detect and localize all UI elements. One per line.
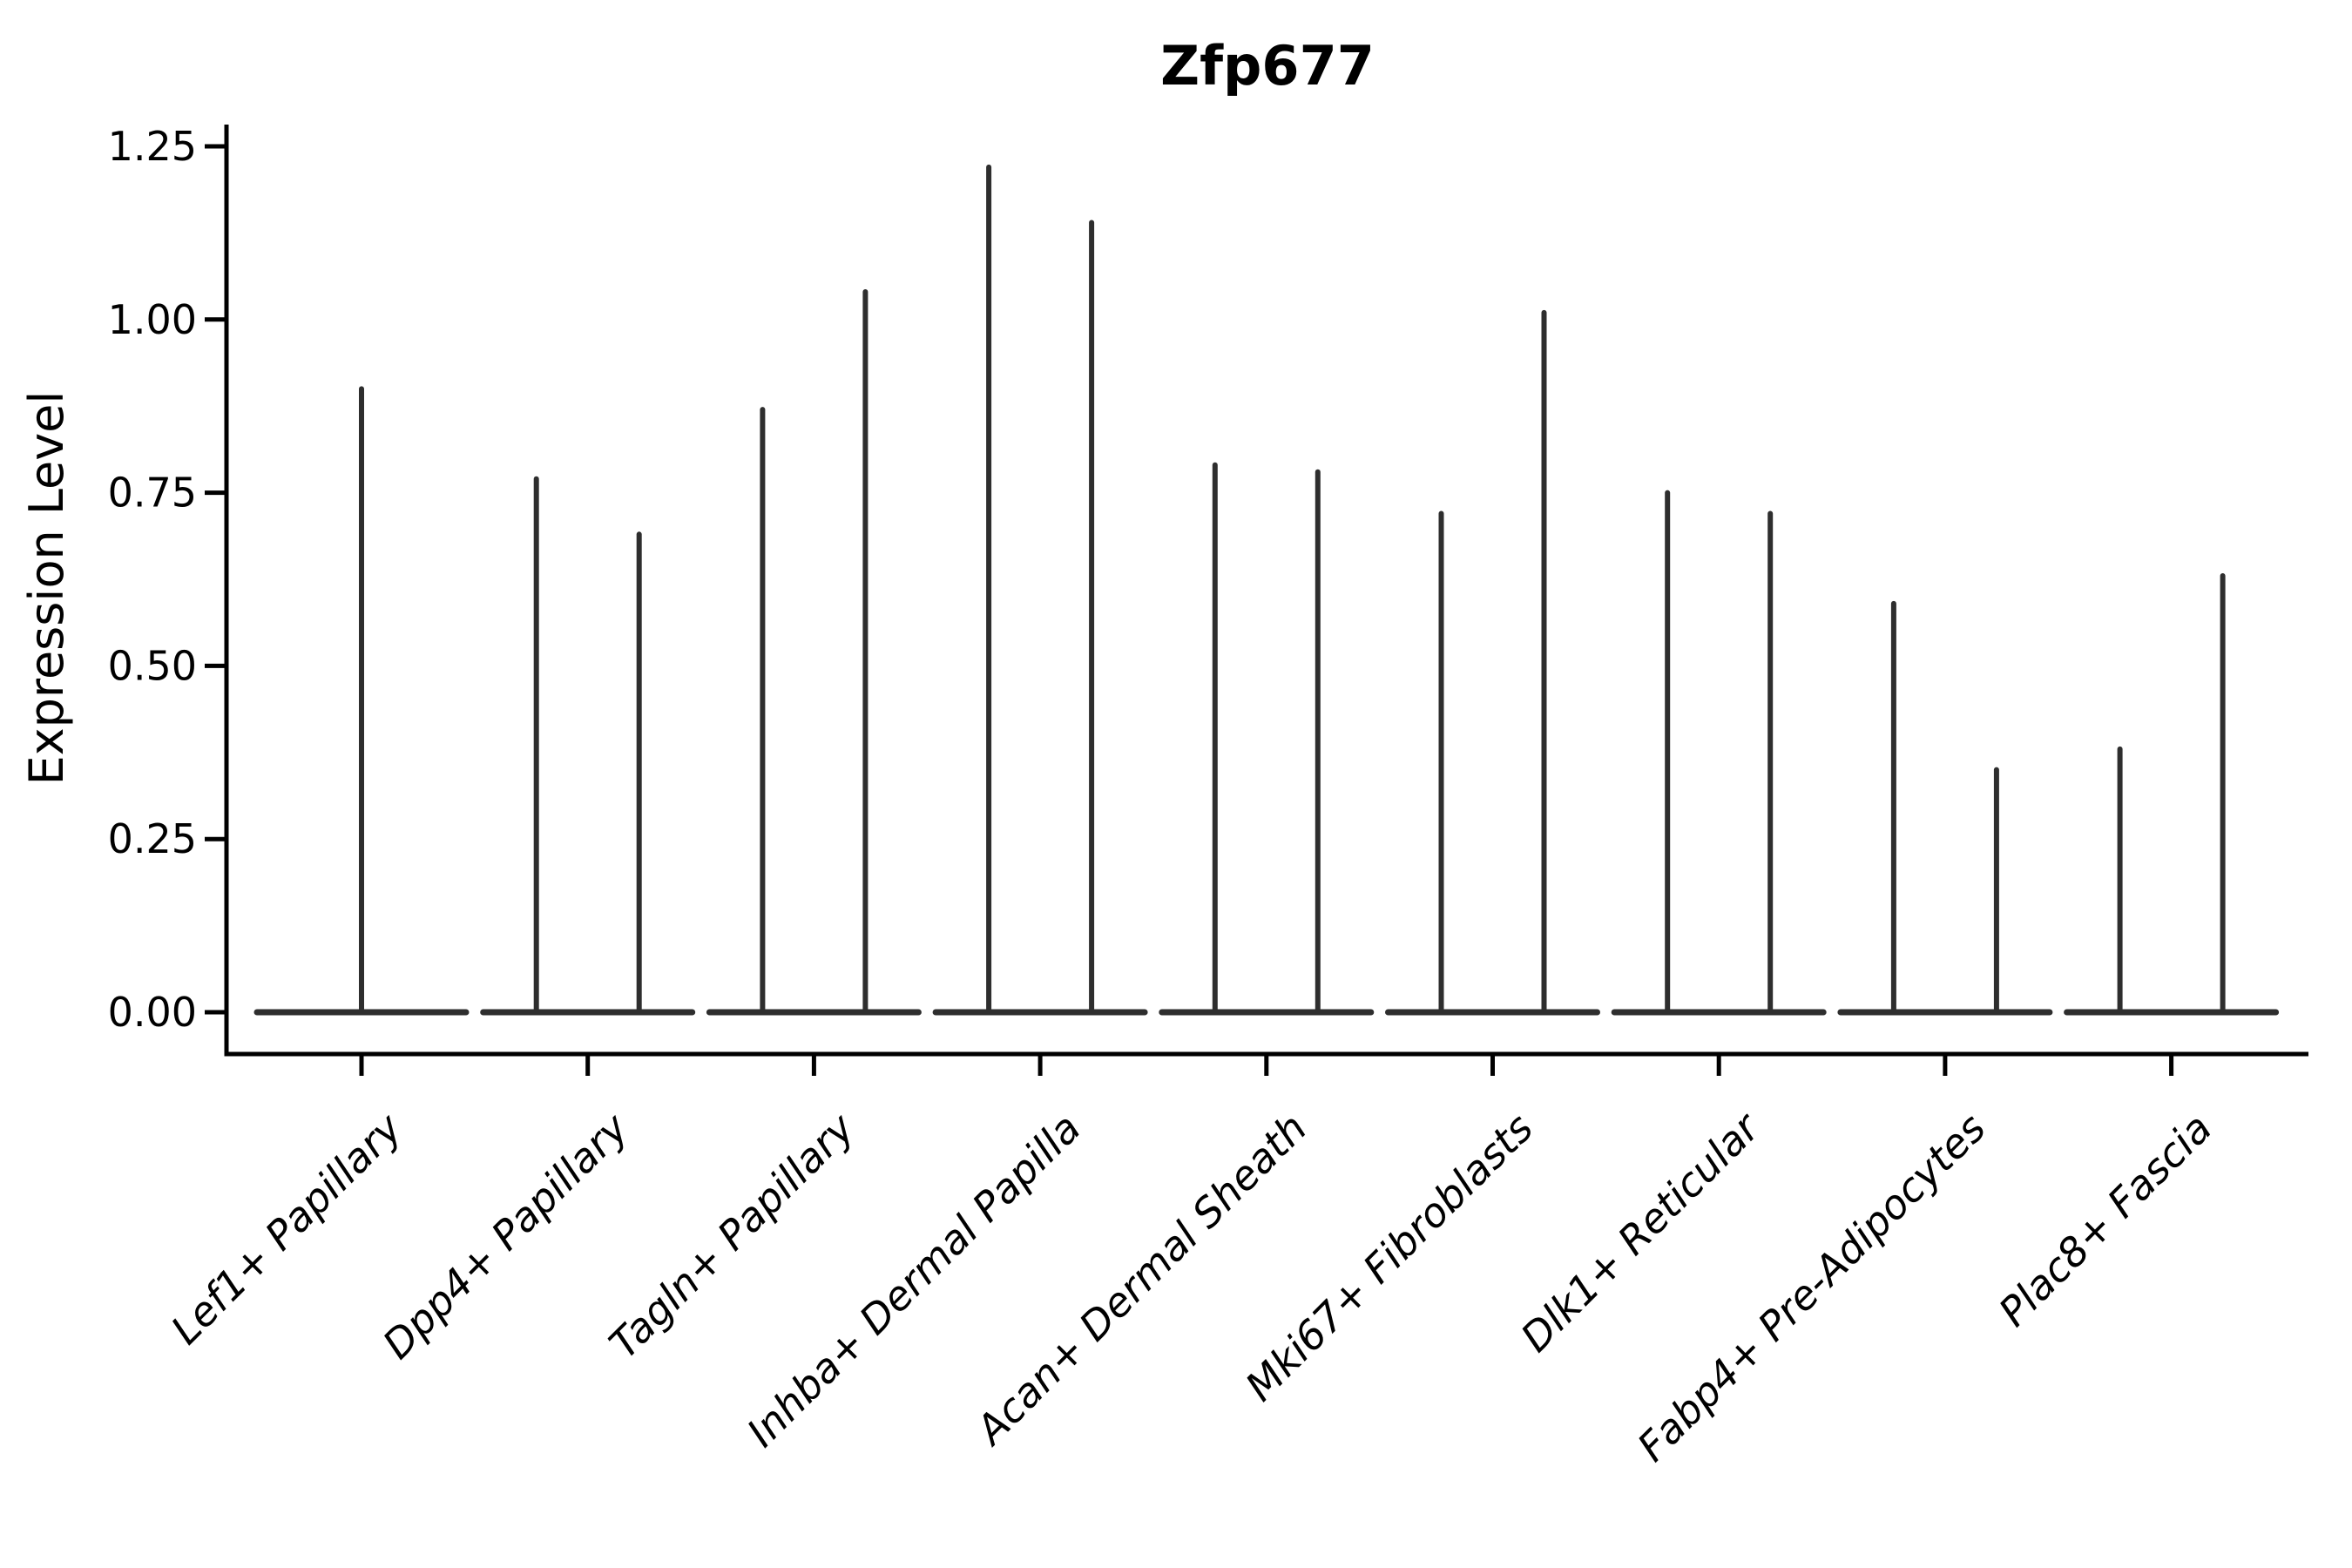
y-tick-label: 0.00	[108, 989, 197, 1036]
x-tick-label: Plac8+ Fascia	[1990, 1105, 2220, 1335]
x-tick-label: Dlk1+ Reticular	[1511, 1102, 1770, 1361]
x-tick-label: Tagln+ Papillary	[600, 1104, 864, 1368]
chart-title: Zfp677	[1160, 34, 1375, 98]
y-tick-label: 1.00	[108, 296, 197, 343]
y-axis-label: Expression Level	[19, 391, 74, 786]
x-tick-label: Lef1+ Papillary	[162, 1104, 411, 1353]
y-tick-label: 1.25	[108, 123, 197, 170]
y-tick-label: 0.25	[108, 815, 197, 862]
violins-layer	[253, 164, 2280, 1016]
y-tick-label: 0.75	[108, 470, 197, 517]
y-tick-label: 0.50	[108, 642, 197, 689]
x-tick-label: Dpp4+ Papillary	[374, 1104, 638, 1368]
axes-layer	[205, 125, 2308, 1076]
